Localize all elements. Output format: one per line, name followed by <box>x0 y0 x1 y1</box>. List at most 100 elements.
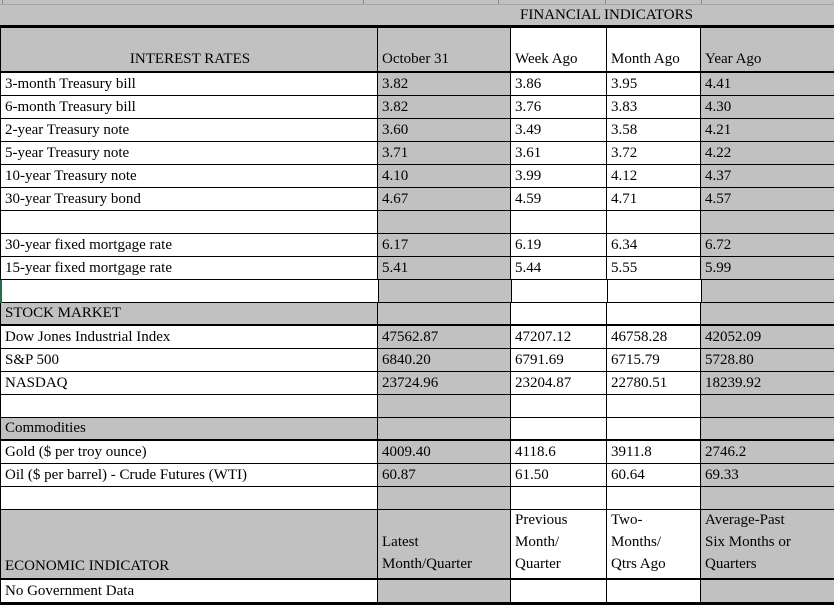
empty-cell[interactable] <box>701 395 834 418</box>
cell-year-ago[interactable]: 18239.92 <box>701 372 834 395</box>
cell-oct31[interactable]: 3.82 <box>378 96 511 119</box>
empty-cell[interactable] <box>378 487 511 510</box>
cell-year-ago[interactable]: 4.22 <box>701 142 834 165</box>
col-header-oct31[interactable]: October 31 <box>378 28 511 73</box>
section-header-commodities[interactable]: Commodities <box>1 418 378 441</box>
empty-cell[interactable] <box>607 395 701 418</box>
cell-year-ago[interactable]: 4.21 <box>701 119 834 142</box>
empty-cell[interactable] <box>607 487 701 510</box>
cell-month-ago[interactable]: 3.58 <box>607 119 701 142</box>
empty-cell[interactable] <box>701 211 834 234</box>
cell-oct31[interactable]: 6840.20 <box>378 349 511 372</box>
cell-label[interactable]: 30-year fixed mortgage rate <box>1 234 378 257</box>
cell-year-ago[interactable]: 5728.80 <box>701 349 834 372</box>
cell-year-ago[interactable]: 6.72 <box>701 234 834 257</box>
empty-cell[interactable] <box>378 303 511 326</box>
cell-month-ago[interactable]: 22780.51 <box>607 372 701 395</box>
cell-month-ago[interactable]: 3.83 <box>607 96 701 119</box>
col-header-previous[interactable]: Previous Month/ Quarter <box>511 510 607 580</box>
col-header-year-ago[interactable]: Year Ago <box>701 28 834 73</box>
cell-oct31[interactable]: 5.41 <box>378 257 511 280</box>
cell-oct31[interactable]: 4.10 <box>378 165 511 188</box>
empty-cell[interactable] <box>378 418 511 441</box>
cell-oct31[interactable]: 47562.87 <box>378 326 511 349</box>
cell-week-ago[interactable]: 47207.12 <box>511 326 607 349</box>
cell-label[interactable]: Gold ($ per troy ounce) <box>1 441 378 464</box>
col-header-week-ago[interactable]: Week Ago <box>511 28 607 73</box>
page-title[interactable]: FINANCIAL INDICATORS <box>377 5 834 25</box>
section-header-stock-market[interactable]: STOCK MARKET <box>1 303 378 326</box>
cell-month-ago[interactable]: 3.72 <box>607 142 701 165</box>
cell-label[interactable]: 6-month Treasury bill <box>1 96 378 119</box>
cell-week-ago[interactable]: 3.86 <box>511 73 607 96</box>
cell-month-ago[interactable]: 3911.8 <box>607 441 701 464</box>
cell-year-ago[interactable]: 4.57 <box>701 188 834 211</box>
empty-cell[interactable] <box>511 580 607 603</box>
cell-week-ago[interactable]: 61.50 <box>511 464 607 487</box>
cell-oct31[interactable]: 3.82 <box>378 73 511 96</box>
cell-month-ago[interactable]: 6.34 <box>607 234 701 257</box>
cell-week-ago[interactable]: 5.44 <box>511 257 607 280</box>
empty-cell[interactable] <box>701 418 834 441</box>
cell-year-ago[interactable]: 4.37 <box>701 165 834 188</box>
cell-label[interactable]: S&P 500 <box>1 349 378 372</box>
cell-year-ago[interactable]: 42052.09 <box>701 326 834 349</box>
empty-cell[interactable] <box>607 580 701 603</box>
cell-oct31[interactable]: 3.60 <box>378 119 511 142</box>
cell-label[interactable]: 30-year Treasury bond <box>1 188 378 211</box>
section-header-economic-indicator[interactable]: ECONOMIC INDICATOR <box>1 510 378 580</box>
empty-cell[interactable] <box>1 487 378 510</box>
empty-cell[interactable] <box>511 211 607 234</box>
empty-cell[interactable] <box>1 211 378 234</box>
cell-label[interactable]: NASDAQ <box>1 372 378 395</box>
cell-month-ago[interactable]: 60.64 <box>607 464 701 487</box>
empty-cell[interactable] <box>607 211 701 234</box>
cell-label[interactable]: 10-year Treasury note <box>1 165 378 188</box>
cell-label[interactable]: 5-year Treasury note <box>1 142 378 165</box>
cell-week-ago[interactable]: 3.76 <box>511 96 607 119</box>
col-header-two-months[interactable]: Two- Months/ Qtrs Ago <box>607 510 701 580</box>
cell-month-ago[interactable]: 3.95 <box>607 73 701 96</box>
cell-week-ago[interactable]: 23204.87 <box>511 372 607 395</box>
empty-cell[interactable] <box>378 580 511 603</box>
cell-oct31[interactable]: 60.87 <box>378 464 511 487</box>
cell-label[interactable]: 2-year Treasury note <box>1 119 378 142</box>
cell-year-ago[interactable]: 5.99 <box>701 257 834 280</box>
cell-month-ago[interactable]: 46758.28 <box>607 326 701 349</box>
cell-month-ago[interactable]: 5.55 <box>607 257 701 280</box>
empty-cell[interactable] <box>511 418 607 441</box>
cell-oct31[interactable]: 6.17 <box>378 234 511 257</box>
cell-oct31[interactable]: 3.71 <box>378 142 511 165</box>
cell-week-ago[interactable]: 4.59 <box>511 188 607 211</box>
empty-cell[interactable] <box>378 211 511 234</box>
cell-oct31[interactable]: 4.67 <box>378 188 511 211</box>
empty-cell[interactable] <box>701 303 834 326</box>
cell-month-ago[interactable]: 4.71 <box>607 188 701 211</box>
cell-month-ago[interactable]: 6715.79 <box>607 349 701 372</box>
empty-cell[interactable] <box>608 280 702 303</box>
cell-label[interactable]: 15-year fixed mortgage rate <box>1 257 378 280</box>
empty-cell[interactable] <box>511 487 607 510</box>
empty-cell[interactable] <box>511 303 607 326</box>
title-row-left-cell[interactable] <box>0 5 377 25</box>
cell-oct31[interactable]: 4009.40 <box>378 441 511 464</box>
empty-cell[interactable] <box>511 395 607 418</box>
cell-year-ago[interactable]: 2746.2 <box>701 441 834 464</box>
cell-week-ago[interactable]: 4118.6 <box>511 441 607 464</box>
col-header-month-ago[interactable]: Month Ago <box>607 28 701 73</box>
col-header-latest[interactable]: Latest Month/Quarter <box>378 510 511 580</box>
cell-label[interactable]: No Government Data <box>1 580 378 603</box>
col-header-average-past[interactable]: Average-Past Six Months or Quarters <box>701 510 834 580</box>
cell-week-ago[interactable]: 6791.69 <box>511 349 607 372</box>
cell-week-ago[interactable]: 3.49 <box>511 119 607 142</box>
selected-cell[interactable] <box>2 280 379 303</box>
empty-cell[interactable] <box>607 418 701 441</box>
empty-cell[interactable] <box>512 280 608 303</box>
cell-oct31[interactable]: 23724.96 <box>378 372 511 395</box>
cell-year-ago[interactable]: 4.41 <box>701 73 834 96</box>
cell-year-ago[interactable]: 69.33 <box>701 464 834 487</box>
empty-cell[interactable] <box>379 280 512 303</box>
empty-cell[interactable] <box>378 395 511 418</box>
cell-week-ago[interactable]: 3.61 <box>511 142 607 165</box>
empty-cell[interactable] <box>701 580 834 603</box>
